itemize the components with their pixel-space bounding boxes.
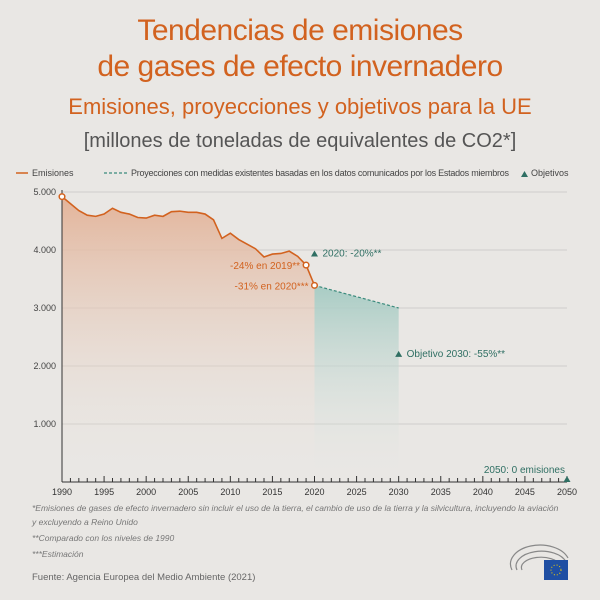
- footnote-1b: y excluyendo a Reino Unido: [32, 517, 138, 527]
- target-marker: [563, 476, 571, 482]
- target-label: Objetivo 2030: -55%**: [407, 349, 506, 360]
- emissions-line: [61, 196, 316, 286]
- emissions-marker: [302, 261, 310, 269]
- title-line1: Tendencias de emisiones: [137, 14, 463, 47]
- unit-label: [millones de toneladas de equivalentes d…: [83, 130, 517, 152]
- annotation-2020: -31% en 2020***: [235, 281, 309, 292]
- x-tick-label: 2035: [431, 487, 451, 497]
- y-tick-label: 5.000: [33, 187, 56, 197]
- x-tick-label: 2050: [557, 487, 577, 497]
- legend-projection-label: Proyecciones con medidas existentes basa…: [131, 168, 509, 178]
- target-label: 2020: -20%**: [323, 248, 382, 259]
- legend-target-icon: [521, 171, 528, 177]
- x-tick-label: 1990: [52, 487, 72, 497]
- y-tick-label: 2.000: [33, 361, 56, 371]
- x-tick-label: 1995: [94, 487, 114, 497]
- y-tick-label: 4.000: [33, 245, 56, 255]
- target-marker: [311, 250, 318, 257]
- target-marker: [395, 350, 403, 357]
- x-tick-label: 2025: [347, 487, 367, 497]
- source: Fuente: Agencia Europea del Medio Ambien…: [32, 572, 256, 583]
- target-label: 2050: 0 emisiones: [484, 465, 565, 476]
- legend-emissions-label: Emisiones: [32, 168, 74, 178]
- x-tick-label: 2030: [389, 487, 409, 497]
- x-tick-label: 2010: [220, 487, 240, 497]
- emissions-marker: [310, 281, 319, 289]
- y-tick-label: 1.000: [33, 419, 56, 429]
- legend-target-label: Objetivos: [531, 168, 569, 178]
- footnote-3: ***Estimación: [32, 549, 84, 559]
- footnote-1: *Emisiones de gases de efecto invernader…: [32, 503, 559, 513]
- title-line2: de gases de efecto invernadero: [97, 50, 503, 83]
- y-tick-label: 3.000: [33, 303, 56, 313]
- annotation-2019: -24% en 2019**: [230, 261, 300, 272]
- x-tick-label: 2040: [473, 487, 493, 497]
- projection-area: [314, 285, 399, 482]
- subtitle: Emisiones, proyecciones y objetivos para…: [68, 94, 532, 119]
- x-tick-label: 2020: [304, 487, 324, 497]
- emissions-area: [62, 196, 315, 482]
- x-tick-label: 2005: [178, 487, 198, 497]
- x-tick-label: 2000: [136, 487, 156, 497]
- x-tick-label: 2045: [515, 487, 535, 497]
- x-tick-label: 2015: [262, 487, 282, 497]
- projection-line: [314, 284, 399, 309]
- footnote-2: **Comparado con los niveles de 1990: [32, 533, 175, 543]
- emissions-marker: [58, 193, 66, 201]
